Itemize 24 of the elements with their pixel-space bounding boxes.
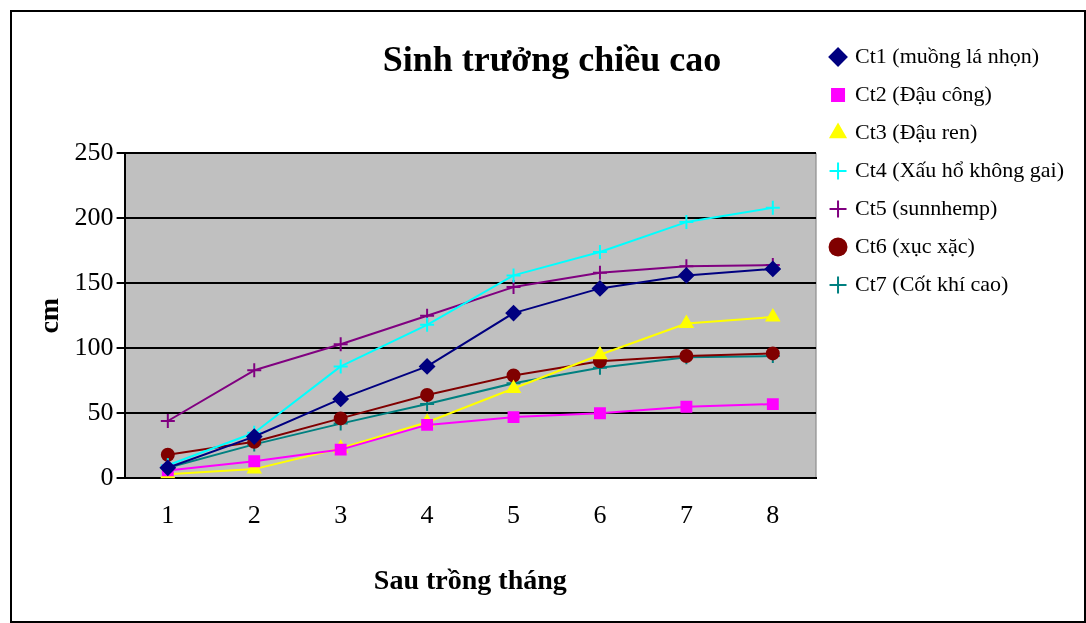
x-tick-label: 3 [334,499,348,529]
x-tick-label: 4 [420,499,434,529]
x-axis-title: Sau trồng tháng [373,564,567,596]
y-tick-label: 0 [100,462,114,492]
x-tick-label: 7 [679,499,693,529]
y-tick-label: 150 [74,267,114,297]
x-tick-label: 5 [507,499,521,529]
x-tick-label: 2 [247,499,261,529]
legend-label: Ct1 (muồng lá nhọn) [855,42,1039,68]
y-axis-title: cm [33,297,65,334]
x-tick-label: 6 [593,499,607,529]
legend-label: Ct6 (xục xặc) [855,232,975,258]
y-tick-label: 200 [74,202,114,232]
chart-title: Sinh trưởng chiều cao [382,38,722,79]
x-tick-label: 8 [766,499,780,529]
legend-label: Ct2 (Đậu công) [855,80,992,106]
legend-label: Ct5 (sunnhemp) [855,194,998,220]
legend-label: Ct7 (Cốt khí cao) [855,270,1009,296]
y-tick-label: 100 [74,332,114,362]
legend-label: Ct4 (Xấu hổ không gai) [855,156,1064,182]
y-tick-label: 250 [74,137,114,167]
y-tick-label: 50 [87,397,114,427]
legend-label: Ct3 (Đậu ren) [855,118,978,144]
x-tick-label: 1 [161,499,175,529]
